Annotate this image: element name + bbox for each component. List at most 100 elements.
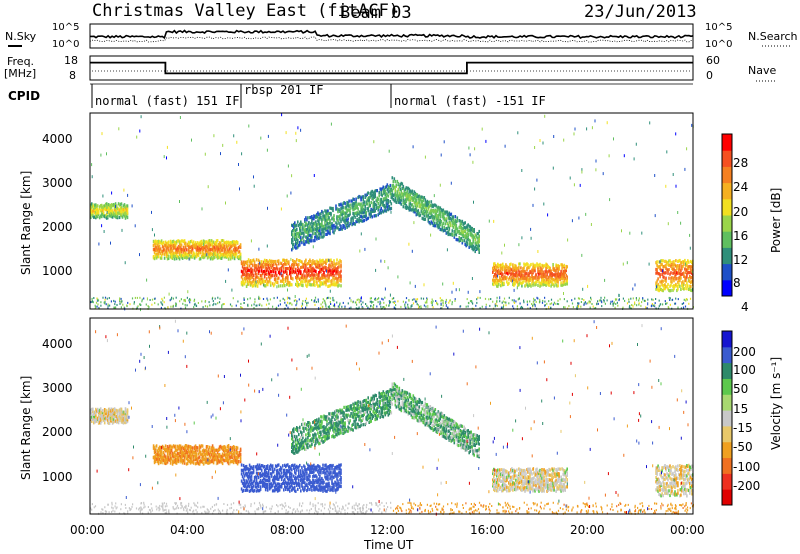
power-cell <box>373 195 375 199</box>
power-cell <box>238 256 241 260</box>
power-cell <box>185 256 188 260</box>
power-cell <box>246 272 249 276</box>
power-cell <box>155 246 158 250</box>
power-cell <box>460 229 463 233</box>
power-ground-cell <box>95 301 98 304</box>
power-cell <box>658 265 660 269</box>
velocity-cell <box>100 419 103 423</box>
power-ground-cell <box>532 304 534 307</box>
power-cell <box>295 233 297 237</box>
power-cell <box>337 269 339 273</box>
power-cell <box>458 231 461 235</box>
power-cell <box>305 283 307 287</box>
power-cell <box>325 228 327 232</box>
velocity-cell <box>162 446 165 450</box>
power-cell <box>232 243 235 247</box>
power-cell <box>251 259 254 263</box>
velocity-cell <box>236 452 239 457</box>
power-cell <box>381 203 383 207</box>
power-cell <box>313 239 315 243</box>
velocity-cell <box>152 446 155 450</box>
power-cell <box>158 250 161 254</box>
power-cell <box>103 215 106 219</box>
power-cell <box>341 210 343 214</box>
power-cell <box>685 264 687 268</box>
power-cell <box>469 239 471 243</box>
velocity-cell <box>246 484 249 488</box>
power-cell <box>522 280 524 284</box>
power-cell <box>399 195 402 199</box>
power-cell <box>256 267 259 271</box>
power-cell <box>367 196 369 200</box>
power-ground-cell <box>240 306 242 308</box>
power-cell <box>111 212 114 216</box>
velocity-cell <box>168 444 171 448</box>
power-ground-cell <box>400 305 402 308</box>
velocity-cell <box>189 461 192 465</box>
power-ground-cell <box>624 299 626 302</box>
power-cell <box>340 260 342 264</box>
power-cell <box>316 262 318 266</box>
power-cell <box>169 241 172 245</box>
power-cell <box>463 239 465 243</box>
velocity-cell <box>220 457 223 461</box>
power-cell <box>330 223 332 227</box>
power-cell <box>393 199 396 203</box>
power-cell <box>275 263 278 267</box>
power-ground-cell <box>392 301 394 304</box>
power-cell <box>468 245 470 249</box>
power-cell <box>563 272 565 276</box>
power-cell <box>226 248 229 252</box>
power-cell <box>672 288 674 292</box>
power-cell <box>305 267 307 271</box>
power-noise-cell <box>613 137 614 141</box>
velocity-panel-background <box>90 318 693 514</box>
power-cell <box>307 229 309 233</box>
power-noise-cell <box>552 166 554 170</box>
power-ground-cell <box>408 307 410 310</box>
power-ground-cell <box>590 296 592 299</box>
power-cell <box>500 277 502 281</box>
power-cell <box>299 243 301 247</box>
power-cell <box>297 264 299 268</box>
power-cell <box>123 211 126 215</box>
power-cell <box>235 240 238 244</box>
power-ground-cell <box>284 301 286 304</box>
power-cell <box>300 270 302 274</box>
power-noise-cell <box>467 290 469 294</box>
power-cell <box>105 202 108 206</box>
power-cell <box>100 203 103 207</box>
power-cell <box>215 245 218 249</box>
power-cell <box>313 273 315 277</box>
power-cell <box>302 284 304 288</box>
power-noise-cell <box>591 126 593 130</box>
power-cell <box>104 202 107 206</box>
power-cell <box>427 200 430 205</box>
power-cell <box>330 211 332 216</box>
power-cell <box>303 265 305 269</box>
power-cell <box>427 203 430 207</box>
nave-tick-bottom: 0 <box>706 69 713 82</box>
power-cell <box>672 264 674 268</box>
power-cell <box>518 266 520 270</box>
power-cell <box>494 278 496 283</box>
power-cell <box>185 248 188 252</box>
power-cell <box>309 224 311 229</box>
power-cell <box>669 259 671 263</box>
power-cell <box>322 276 324 280</box>
power-ground-cell <box>467 301 470 304</box>
power-ground-cell <box>262 298 265 300</box>
power-ground-cell <box>552 303 554 306</box>
velocity-cell <box>187 449 190 453</box>
power-cell <box>409 189 412 193</box>
power-cell <box>335 225 337 229</box>
power-cell <box>175 248 178 252</box>
power-ground-cell <box>334 305 336 308</box>
power-ground-cell <box>377 301 379 304</box>
power-cell <box>252 284 255 288</box>
velocity-cell <box>242 481 245 486</box>
power-cell <box>432 204 435 208</box>
power-cell <box>95 208 97 212</box>
power-cell <box>92 203 94 207</box>
power-cell <box>658 289 660 293</box>
